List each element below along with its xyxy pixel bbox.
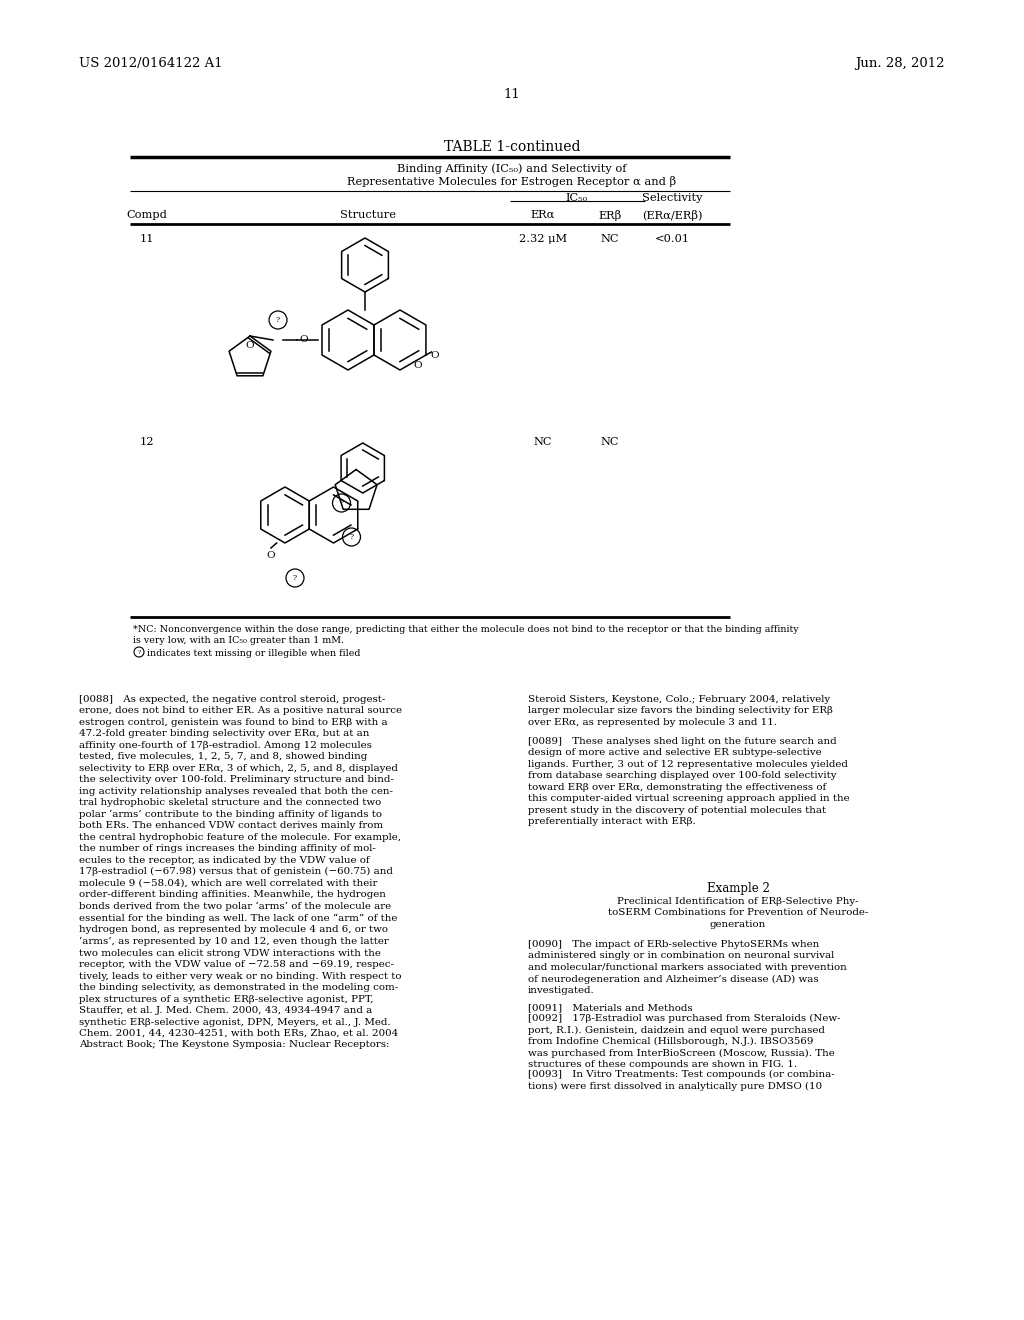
Text: Jun. 28, 2012: Jun. 28, 2012 — [855, 57, 945, 70]
Text: 2.32 μM: 2.32 μM — [519, 234, 567, 244]
Text: 11: 11 — [504, 88, 520, 102]
Text: Steroid Sisters, Keystone, Colo.; February 2004, relatively
larger molecular siz: Steroid Sisters, Keystone, Colo.; Februa… — [528, 696, 833, 727]
Text: Representative Molecules for Estrogen Receptor α and β: Representative Molecules for Estrogen Re… — [347, 176, 677, 187]
Text: [0088] As expected, the negative control steroid, progest-
erone, does not bind : [0088] As expected, the negative control… — [79, 696, 402, 1049]
Text: [0093] In Vitro Treatments: Test compounds (or combina-
tions) were first dissol: [0093] In Vitro Treatments: Test compoun… — [528, 1071, 835, 1090]
Text: US 2012/0164122 A1: US 2012/0164122 A1 — [79, 57, 222, 70]
Text: NC: NC — [534, 437, 552, 447]
Text: O: O — [266, 550, 275, 560]
Text: [0089] These analyses shed light on the future search and
design of more active : [0089] These analyses shed light on the … — [528, 737, 850, 826]
Text: ?: ? — [293, 574, 297, 582]
Text: <0.01: <0.01 — [654, 234, 689, 244]
Text: [0090] The impact of ERb-selective PhytoSERMs when
administered singly or in com: [0090] The impact of ERb-selective Phyto… — [528, 940, 847, 995]
Text: 12: 12 — [139, 437, 155, 447]
Text: indicates text missing or illegible when filed: indicates text missing or illegible when… — [147, 649, 360, 657]
Text: Preclinical Identification of ERβ-Selective Phy-
toSERM Combinations for Prevent: Preclinical Identification of ERβ-Select… — [608, 898, 868, 929]
Text: Compd: Compd — [127, 210, 168, 220]
Text: is very low, with an IC₅₀ greater than 1 mM.: is very low, with an IC₅₀ greater than 1… — [133, 636, 344, 645]
Text: O: O — [300, 335, 308, 345]
Text: O: O — [414, 360, 422, 370]
Text: ERβ: ERβ — [598, 210, 622, 220]
Text: ?: ? — [275, 315, 280, 323]
Text: Binding Affinity (IC₅₀) and Selectivity of: Binding Affinity (IC₅₀) and Selectivity … — [397, 162, 627, 173]
Text: O: O — [430, 351, 438, 359]
Text: 11: 11 — [139, 234, 155, 244]
Text: (ERα/ERβ): (ERα/ERβ) — [642, 210, 702, 220]
Text: Selectivity: Selectivity — [642, 193, 702, 203]
Text: IC₅₀: IC₅₀ — [566, 193, 588, 203]
Text: O: O — [246, 341, 254, 350]
Text: TABLE 1-continued: TABLE 1-continued — [443, 140, 581, 154]
Text: ?: ? — [349, 533, 353, 541]
Text: ERα: ERα — [530, 210, 555, 220]
Text: [0092] 17β-Estradiol was purchased from Steraloids (New-
port, R.I.). Genistein,: [0092] 17β-Estradiol was purchased from … — [528, 1014, 841, 1069]
Text: NC: NC — [601, 437, 620, 447]
Text: Example 2: Example 2 — [707, 882, 769, 895]
Text: NC: NC — [601, 234, 620, 244]
Text: Structure: Structure — [340, 210, 396, 220]
Text: ?: ? — [339, 499, 344, 507]
Text: *NC: Nonconvergence within the dose range, predicting that either the molecule d: *NC: Nonconvergence within the dose rang… — [133, 624, 799, 634]
Text: [0091] Materials and Methods: [0091] Materials and Methods — [528, 1003, 692, 1012]
Text: ?: ? — [137, 649, 140, 655]
